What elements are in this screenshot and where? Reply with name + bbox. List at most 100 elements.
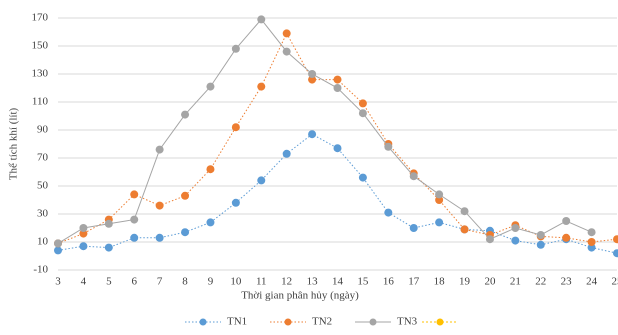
point bbox=[104, 219, 113, 228]
x-tick-label: 16 bbox=[383, 276, 395, 288]
legend-marker bbox=[436, 318, 444, 326]
point bbox=[181, 228, 190, 237]
x-tick-label: 8 bbox=[182, 276, 188, 288]
series-line bbox=[57, 32, 618, 244]
x-tick-label: 22 bbox=[535, 276, 546, 288]
point bbox=[181, 191, 190, 200]
point bbox=[358, 99, 367, 108]
legend-marker bbox=[284, 318, 292, 326]
x-tick-label: 7 bbox=[157, 276, 163, 288]
point bbox=[613, 235, 618, 244]
legend-label: TN2 bbox=[312, 316, 332, 328]
point bbox=[587, 228, 596, 237]
x-axis-title: Thời gian phân hủy (ngày) bbox=[241, 290, 359, 302]
x-tick-label: 21 bbox=[510, 276, 521, 288]
point bbox=[384, 208, 393, 217]
point bbox=[155, 201, 164, 210]
point bbox=[562, 217, 571, 225]
point bbox=[54, 246, 62, 255]
point bbox=[79, 224, 88, 232]
point bbox=[231, 44, 240, 53]
point bbox=[231, 123, 240, 132]
point bbox=[435, 196, 444, 204]
y-tick-label: 150 bbox=[32, 40, 49, 52]
point bbox=[181, 110, 190, 119]
point bbox=[358, 173, 367, 182]
x-tick-label: 20 bbox=[484, 276, 496, 288]
legend-label: TN3 bbox=[397, 316, 418, 328]
point bbox=[384, 142, 393, 151]
point bbox=[282, 149, 291, 158]
point bbox=[231, 198, 240, 207]
point bbox=[308, 70, 317, 78]
point bbox=[333, 144, 342, 153]
point bbox=[282, 47, 291, 56]
y-tick-label: 30 bbox=[37, 208, 49, 220]
series-line bbox=[57, 133, 618, 254]
point bbox=[409, 224, 418, 232]
x-tick-label: 11 bbox=[256, 276, 267, 288]
legend-extra bbox=[422, 318, 458, 326]
x-tick-label: 23 bbox=[561, 276, 573, 288]
point bbox=[257, 176, 266, 185]
x-tick-label: 14 bbox=[332, 276, 344, 288]
x-tick-label: 15 bbox=[357, 276, 369, 288]
point bbox=[79, 229, 88, 238]
series-line bbox=[57, 18, 592, 244]
x-tick-label: 5 bbox=[106, 276, 112, 288]
x-tick-label: 17 bbox=[408, 276, 420, 288]
y-tick-label: 110 bbox=[32, 96, 49, 108]
point bbox=[587, 243, 596, 252]
point bbox=[130, 190, 139, 199]
point bbox=[257, 15, 266, 24]
point bbox=[206, 218, 215, 227]
x-tick-label: 9 bbox=[208, 276, 214, 288]
y-axis-title: Thể tích khí (lít) bbox=[8, 107, 20, 180]
y-tick-label: 90 bbox=[37, 124, 49, 136]
x-tick-label: 13 bbox=[307, 276, 319, 288]
legend-marker bbox=[199, 318, 207, 326]
point bbox=[206, 165, 215, 174]
x-tick-label: 4 bbox=[81, 276, 87, 288]
x-tick-label: 10 bbox=[230, 276, 242, 288]
point bbox=[257, 82, 266, 91]
x-tick-label: 12 bbox=[281, 276, 292, 288]
x-tick-label: 18 bbox=[434, 276, 446, 288]
point bbox=[613, 249, 618, 258]
point bbox=[130, 215, 139, 224]
y-tick-label: 70 bbox=[37, 152, 49, 164]
point bbox=[308, 130, 317, 139]
point bbox=[282, 29, 291, 38]
x-tick-label: 19 bbox=[459, 276, 471, 288]
y-tick-label: 50 bbox=[37, 180, 49, 192]
y-tick-label: 170 bbox=[32, 12, 49, 24]
point bbox=[536, 240, 545, 249]
point bbox=[460, 207, 469, 216]
point bbox=[358, 109, 367, 118]
x-tick-label: 25 bbox=[612, 276, 618, 288]
x-tick-label: 3 bbox=[55, 276, 61, 288]
y-tick-label: -10 bbox=[33, 264, 48, 276]
x-tick-label: 6 bbox=[131, 276, 137, 288]
point bbox=[155, 233, 164, 242]
point bbox=[485, 235, 494, 244]
point bbox=[536, 231, 545, 239]
point bbox=[130, 233, 139, 242]
point bbox=[587, 238, 596, 246]
y-tick-label: 10 bbox=[37, 236, 49, 248]
point bbox=[333, 75, 342, 84]
point bbox=[511, 236, 520, 245]
legend-label: TN1 bbox=[227, 316, 247, 328]
point bbox=[54, 239, 62, 248]
point bbox=[308, 75, 317, 84]
x-tick-label: 24 bbox=[586, 276, 598, 288]
point bbox=[460, 225, 469, 234]
point bbox=[206, 82, 215, 91]
point bbox=[435, 218, 444, 227]
point bbox=[155, 145, 164, 154]
legend-marker bbox=[369, 318, 377, 326]
point bbox=[562, 233, 571, 242]
point bbox=[79, 242, 88, 251]
point bbox=[104, 243, 113, 252]
